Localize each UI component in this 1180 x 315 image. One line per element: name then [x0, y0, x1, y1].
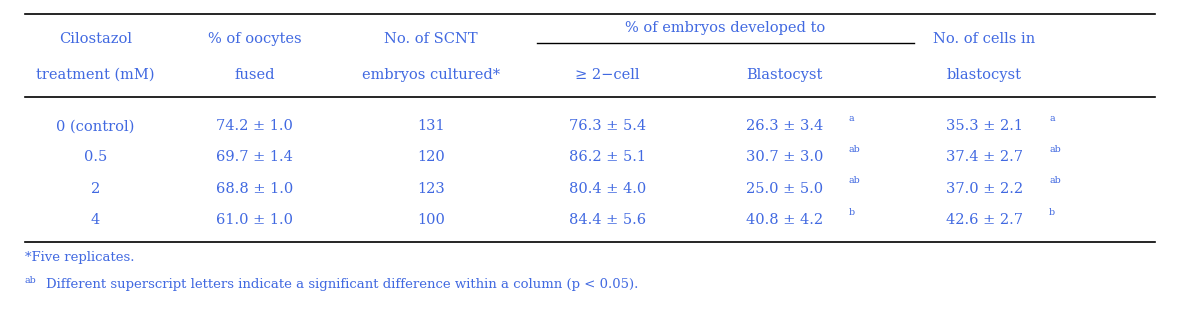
Text: 100: 100	[418, 213, 445, 227]
Text: Cilostazol: Cilostazol	[59, 32, 132, 46]
Text: 76.3 ± 5.4: 76.3 ± 5.4	[569, 119, 647, 133]
Text: No. of SCNT: No. of SCNT	[385, 32, 478, 46]
Text: 120: 120	[418, 151, 445, 164]
Text: blastocyst: blastocyst	[946, 68, 1022, 82]
Text: a: a	[1049, 114, 1055, 123]
Text: 68.8 ± 1.0: 68.8 ± 1.0	[216, 182, 293, 196]
Text: a: a	[848, 114, 854, 123]
Text: ≥ 2−cell: ≥ 2−cell	[576, 68, 640, 82]
Text: Different superscript letters indicate a significant difference within a column : Different superscript letters indicate a…	[46, 278, 638, 291]
Text: b: b	[848, 208, 856, 217]
Text: 25.0 ± 5.0: 25.0 ± 5.0	[746, 182, 822, 196]
Text: 37.4 ± 2.7: 37.4 ± 2.7	[946, 151, 1023, 164]
Text: 74.2 ± 1.0: 74.2 ± 1.0	[216, 119, 293, 133]
Text: 4: 4	[91, 213, 100, 227]
Text: 69.7 ± 1.4: 69.7 ± 1.4	[216, 151, 293, 164]
Text: 35.3 ± 2.1: 35.3 ± 2.1	[946, 119, 1023, 133]
Text: ab: ab	[25, 276, 37, 285]
Text: 84.4 ± 5.6: 84.4 ± 5.6	[569, 213, 647, 227]
Text: b: b	[1049, 208, 1055, 217]
Text: % of embryos developed to: % of embryos developed to	[625, 21, 826, 35]
Text: 26.3 ± 3.4: 26.3 ± 3.4	[746, 119, 822, 133]
Text: 61.0 ± 1.0: 61.0 ± 1.0	[216, 213, 293, 227]
Text: 86.2 ± 5.1: 86.2 ± 5.1	[569, 151, 647, 164]
Text: ab: ab	[848, 176, 860, 186]
Text: % of oocytes: % of oocytes	[208, 32, 301, 46]
Text: 2: 2	[91, 182, 100, 196]
Text: 30.7 ± 3.0: 30.7 ± 3.0	[746, 151, 822, 164]
Text: 42.6 ± 2.7: 42.6 ± 2.7	[946, 213, 1023, 227]
Text: 80.4 ± 4.0: 80.4 ± 4.0	[569, 182, 647, 196]
Text: No. of cells in: No. of cells in	[933, 32, 1036, 46]
Text: ab: ab	[1049, 176, 1061, 186]
Text: 123: 123	[418, 182, 445, 196]
Text: embryos cultured*: embryos cultured*	[362, 68, 500, 82]
Text: ab: ab	[1049, 145, 1061, 154]
Text: ab: ab	[848, 145, 860, 154]
Text: Blastocyst: Blastocyst	[746, 68, 822, 82]
Text: fused: fused	[235, 68, 275, 82]
Text: *Five replicates.: *Five replicates.	[25, 251, 135, 264]
Text: 0 (control): 0 (control)	[57, 119, 135, 133]
Text: 0.5: 0.5	[84, 151, 107, 164]
Text: 40.8 ± 4.2: 40.8 ± 4.2	[746, 213, 822, 227]
Text: treatment (mM): treatment (mM)	[37, 68, 155, 82]
Text: 37.0 ± 2.2: 37.0 ± 2.2	[946, 182, 1023, 196]
Text: 131: 131	[418, 119, 445, 133]
